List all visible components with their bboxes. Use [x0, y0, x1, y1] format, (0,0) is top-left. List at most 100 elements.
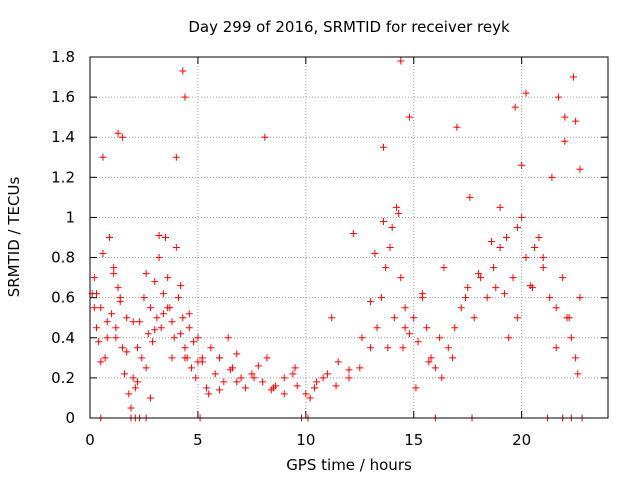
data-point — [526, 282, 534, 290]
data-point — [99, 250, 107, 258]
data-point — [121, 370, 129, 378]
data-point — [496, 244, 504, 252]
data-point — [151, 326, 159, 334]
data-point — [418, 290, 426, 298]
data-point — [179, 67, 187, 75]
data-point — [99, 153, 107, 161]
data-point — [112, 324, 120, 332]
data-point — [192, 374, 200, 382]
data-point — [116, 294, 124, 302]
data-point — [323, 370, 331, 378]
data-point — [487, 238, 495, 246]
data-point — [194, 334, 202, 342]
data-point — [567, 334, 575, 342]
data-point — [431, 364, 439, 372]
data-point — [203, 384, 211, 392]
data-point — [462, 294, 470, 302]
data-point — [259, 378, 267, 386]
x-tick-label: 0 — [85, 431, 95, 449]
data-point — [127, 404, 135, 412]
data-point — [92, 290, 100, 298]
data-point — [155, 231, 163, 239]
data-point — [157, 324, 165, 332]
axis-ticks — [89, 56, 608, 419]
data-point — [496, 203, 504, 211]
data-point — [440, 264, 448, 272]
data-point — [226, 366, 234, 374]
data-point — [546, 294, 554, 302]
data-point — [492, 284, 500, 292]
x-tick-labels: 0 5 10 15 20 — [85, 431, 531, 449]
data-point — [162, 234, 170, 241]
data-point — [401, 304, 409, 312]
data-point — [380, 143, 388, 151]
data-point — [233, 350, 241, 358]
y-axis-label: SRMTID / TECUs — [5, 177, 23, 298]
data-point — [559, 274, 567, 282]
data-point — [425, 358, 433, 366]
data-point — [233, 378, 241, 386]
data-points — [88, 57, 586, 422]
data-point — [112, 334, 120, 342]
data-point — [216, 354, 223, 362]
data-point — [187, 364, 195, 372]
data-point — [125, 390, 133, 398]
data-point — [185, 324, 193, 332]
data-point — [177, 330, 185, 338]
data-point — [97, 304, 105, 312]
data-point — [159, 290, 167, 298]
data-point — [410, 314, 418, 322]
y-tick-label: 0.2 — [51, 369, 75, 387]
data-point — [475, 270, 482, 278]
plot-frame — [89, 56, 609, 419]
data-point — [345, 374, 353, 382]
y-tick-label: 1.4 — [51, 128, 75, 146]
data-point — [576, 294, 584, 302]
data-point — [572, 117, 580, 125]
data-point — [310, 384, 318, 392]
x-axis-label: GPS time / hours — [286, 456, 412, 474]
data-point — [151, 278, 159, 286]
data-point — [531, 244, 539, 252]
data-point — [319, 374, 327, 382]
data-point — [332, 382, 340, 390]
data-point — [399, 344, 407, 352]
data-point — [198, 358, 206, 366]
data-point — [142, 270, 150, 278]
data-point — [386, 244, 394, 252]
data-point — [211, 370, 219, 378]
data-point — [216, 386, 223, 394]
y-tick-label: 0.8 — [51, 249, 75, 267]
data-point — [103, 334, 111, 342]
data-point — [168, 318, 176, 326]
data-point — [291, 364, 299, 372]
x-tick-label: 15 — [404, 431, 423, 449]
data-point — [451, 324, 459, 332]
data-point — [302, 390, 310, 398]
data-point — [280, 374, 288, 382]
data-point — [367, 344, 375, 352]
data-point — [334, 358, 342, 366]
data-point — [220, 378, 228, 386]
data-point — [518, 161, 526, 169]
data-point — [105, 234, 113, 241]
data-point — [138, 354, 146, 362]
data-point — [522, 254, 530, 262]
data-point — [267, 386, 275, 394]
data-point — [405, 113, 413, 121]
data-point — [401, 324, 409, 332]
x-tick-label: 10 — [296, 431, 315, 449]
data-point — [423, 324, 431, 332]
data-point — [313, 378, 321, 386]
data-point — [535, 234, 543, 241]
data-point — [168, 354, 176, 362]
data-point — [464, 284, 472, 292]
data-point — [483, 294, 491, 302]
data-point — [149, 338, 157, 346]
data-point — [123, 314, 131, 322]
data-point — [261, 133, 269, 141]
data-point — [170, 334, 178, 342]
data-point — [382, 264, 390, 272]
data-point — [574, 370, 582, 378]
